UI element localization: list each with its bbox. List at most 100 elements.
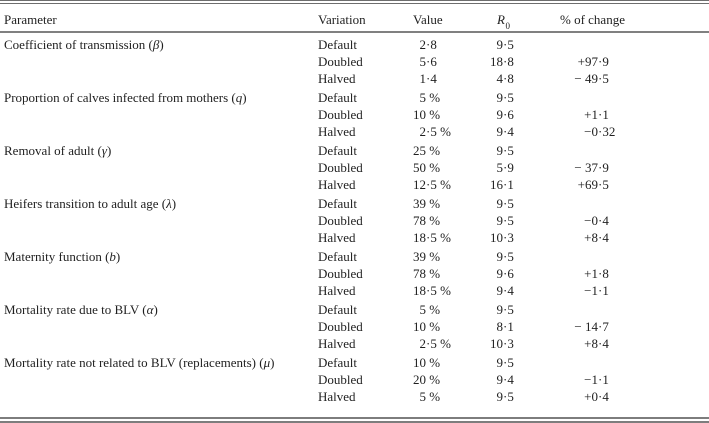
table-row: Heifers transition to adult age (λ) Defa…	[0, 195, 709, 212]
change-cell: −1·1	[584, 372, 609, 387]
table-row: Doubled 50 % 5·9 − 37·9	[0, 159, 709, 176]
value-cell: 18·5 %	[413, 283, 451, 298]
parameter-symbol: λ	[166, 196, 172, 211]
parameter-label-suffix: )	[171, 196, 177, 211]
variation-cell: Doubled	[318, 107, 363, 122]
r0-cell: 9·5	[496, 302, 514, 317]
value-cell: 39 %	[413, 249, 441, 264]
parameter-group: Coefficient of transmission (β) Default …	[0, 36, 709, 87]
parameter-group: Removal of adult (γ) Default 25 % 9·5 Do…	[0, 142, 709, 193]
table-row: Doubled 10 % 9·6 +1·1	[0, 106, 709, 123]
variation-cell: Halved	[318, 336, 356, 351]
r0-cell: 9·5	[496, 213, 514, 228]
parameter-label: Heifers transition to adult age (	[4, 196, 167, 211]
r0-cell: 9·5	[496, 196, 514, 211]
r0-cell: 16·1	[490, 177, 514, 192]
parameter-label-suffix: )	[106, 143, 112, 158]
r0-cell: 9·5	[496, 389, 514, 404]
table-header-row: Parameter Variation Value R0 % of change	[0, 4, 709, 33]
table-row: Proportion of calves infected from mothe…	[0, 89, 709, 106]
r0-cell: 9·6	[496, 266, 514, 281]
parameter-label-suffix: )	[159, 37, 164, 52]
r0-cell: 9·4	[496, 124, 514, 139]
variation-cell: Halved	[318, 230, 356, 245]
r0-cell: 9·5	[496, 355, 514, 370]
variation-cell: Default	[318, 37, 357, 52]
r0-cell: 9·5	[496, 90, 514, 105]
header-value: Value	[413, 12, 443, 27]
variation-cell: Halved	[318, 124, 356, 139]
table-row: Coefficient of transmission (β) Default …	[0, 36, 709, 53]
table-row: Mortality rate due to BLV (α) Default 5 …	[0, 301, 709, 318]
value-cell: 78 %	[413, 266, 441, 281]
table-row: Doubled 78 % 9·6 +1·8	[0, 265, 709, 282]
value-cell: 2·8	[419, 37, 437, 52]
r0-cell: 10·3	[490, 230, 514, 245]
variation-cell: Default	[318, 355, 357, 370]
r0-symbol: R	[497, 12, 505, 27]
value-cell: 10 %	[413, 319, 441, 334]
table-row: Maternity function (b) Default 39 % 9·5	[0, 248, 709, 265]
variation-cell: Default	[318, 196, 357, 211]
change-cell: +0·4	[584, 389, 609, 404]
parameter-group: Maternity function (b) Default 39 % 9·5 …	[0, 248, 709, 299]
value-cell: 10 %	[413, 355, 441, 370]
parameter-cell: Maternity function (b)	[0, 248, 314, 265]
parameter-group: Proportion of calves infected from mothe…	[0, 89, 709, 140]
parameter-label: Mortality rate not related to BLV (repla…	[4, 355, 264, 370]
change-cell: +97·9	[577, 54, 609, 69]
table-row: Doubled 10 % 8·1 − 14·7	[0, 318, 709, 335]
parameter-label: Proportion of calves infected from mothe…	[4, 90, 236, 105]
variation-cell: Default	[318, 249, 357, 264]
change-cell: − 49·5	[574, 71, 609, 86]
parameter-symbol: μ	[263, 355, 271, 370]
change-cell: +8·4	[584, 336, 609, 351]
variation-cell: Doubled	[318, 54, 363, 69]
variation-cell: Halved	[318, 389, 356, 404]
parameter-cell: Mortality rate not related to BLV (repla…	[0, 354, 314, 371]
parameter-label: Coefficient of transmission (	[4, 37, 153, 52]
change-cell: +1·8	[584, 266, 609, 281]
variation-cell: Default	[318, 90, 357, 105]
parameter-group: Heifers transition to adult age (λ) Defa…	[0, 195, 709, 246]
parameter-label-suffix: )	[153, 302, 158, 317]
parameter-label-suffix: )	[242, 90, 247, 105]
r0-cell: 9·5	[496, 249, 514, 264]
change-cell: − 37·9	[574, 160, 609, 175]
table-body: Coefficient of transmission (β) Default …	[0, 33, 709, 405]
value-cell: 5·6	[419, 54, 437, 69]
variation-cell: Doubled	[318, 213, 363, 228]
r0-cell: 9·5	[496, 37, 514, 52]
variation-cell: Halved	[318, 283, 356, 298]
r0-cell: 9·4	[496, 372, 514, 387]
header-percent-change: % of change	[560, 12, 625, 27]
variation-cell: Halved	[318, 177, 356, 192]
parameter-label: Removal of adult (	[4, 143, 102, 158]
value-cell: 12·5 %	[413, 177, 451, 192]
parameter-cell: Coefficient of transmission (β)	[0, 36, 314, 53]
table-row: Mortality rate not related to BLV (repla…	[0, 354, 709, 371]
variation-cell: Doubled	[318, 319, 363, 334]
value-cell: 20 %	[413, 372, 441, 387]
variation-cell: Doubled	[318, 160, 363, 175]
variation-cell: Default	[318, 302, 357, 317]
table-row: Halved 2·5 % 9·4 −0·32	[0, 123, 709, 140]
parameter-group: Mortality rate due to BLV (α) Default 5 …	[0, 301, 709, 352]
parameter-symbol: β	[152, 37, 160, 52]
r0-cell: 9·5	[496, 143, 514, 158]
r0-cell: 18·8	[490, 54, 514, 69]
table-row: Doubled 20 % 9·4 −1·1	[0, 371, 709, 388]
change-cell: −0·4	[584, 213, 609, 228]
change-cell: −1·1	[584, 283, 609, 298]
r0-cell: 9·4	[496, 283, 514, 298]
parameter-cell: Proportion of calves infected from mothe…	[0, 89, 314, 106]
table-row: Halved 12·5 % 16·1 +69·5	[0, 176, 709, 193]
parameter-label: Mortality rate due to BLV (	[4, 302, 147, 317]
table-row: Halved 18·5 % 10·3 +8·4	[0, 229, 709, 246]
variation-cell: Doubled	[318, 372, 363, 387]
value-cell: 18·5 %	[413, 230, 451, 245]
table-row: Halved 2·5 % 10·3 +8·4	[0, 335, 709, 352]
value-cell: 5 %	[419, 90, 441, 105]
value-cell: 5 %	[419, 389, 441, 404]
change-cell: − 14·7	[574, 319, 609, 334]
